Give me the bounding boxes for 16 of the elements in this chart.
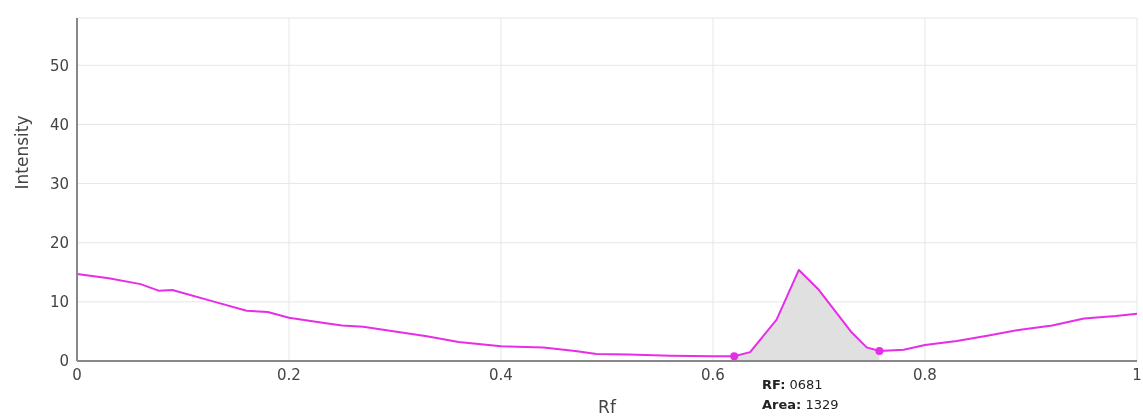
text: Area: 1329	[762, 396, 839, 414]
x-tick-label: 1	[1132, 365, 1142, 384]
x-tick-label: 0.6	[701, 365, 725, 384]
y-tick-label: 50	[49, 56, 69, 75]
x-tick-label: 0.2	[277, 365, 301, 384]
text: RF: 0681	[762, 376, 824, 394]
y-tick-label: 20	[49, 234, 69, 253]
y-tick-label: 0	[59, 352, 69, 371]
x-tick-label: 0.8	[913, 365, 937, 384]
y-axis-title: Intensity	[12, 115, 33, 190]
x-tick-label: 0.4	[489, 365, 513, 384]
x-tick-label: 0	[72, 365, 82, 384]
x-axis-title: Rf	[598, 397, 617, 417]
y-tick-label: 40	[49, 115, 69, 134]
y-tick-label: 10	[49, 293, 69, 312]
y-tick-label: 30	[49, 174, 69, 193]
